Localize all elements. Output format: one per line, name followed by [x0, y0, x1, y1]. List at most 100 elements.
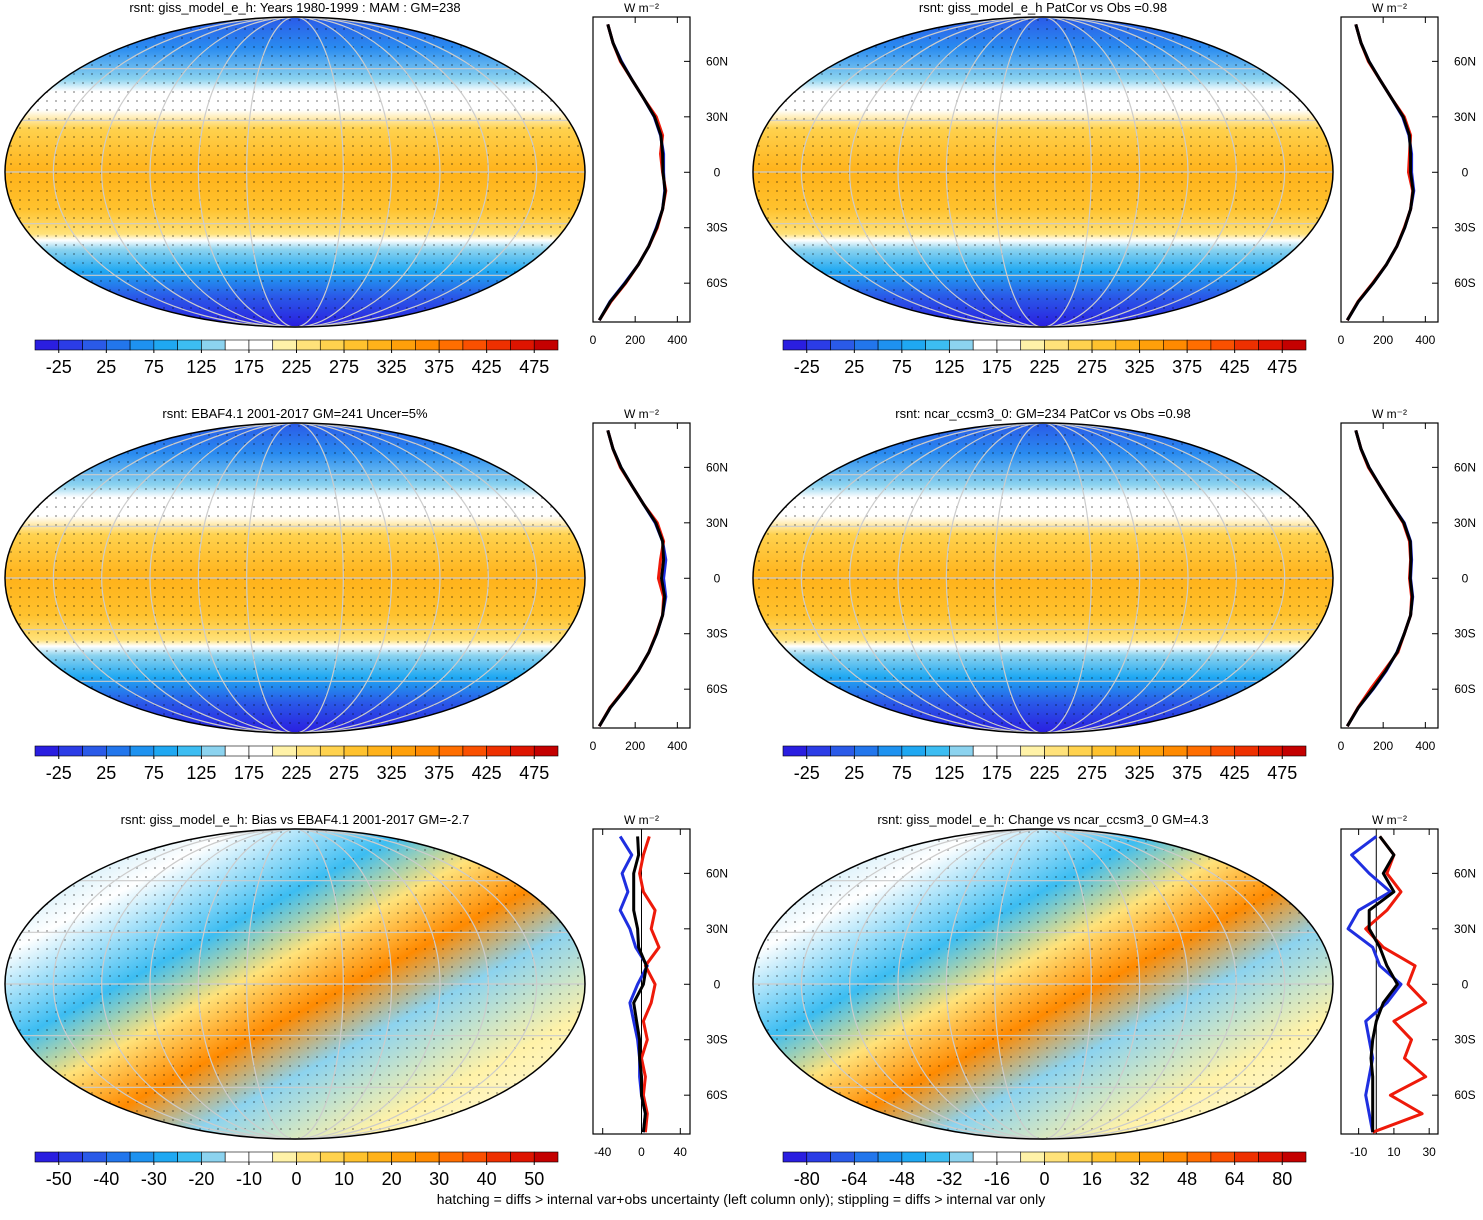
colorbar-box	[925, 745, 950, 757]
colorbar-label: 325	[1125, 357, 1155, 377]
profile-frame	[592, 422, 691, 729]
panel: rsnt: giss_model_e_h: Bias vs EBAF4.1 20…	[4, 812, 728, 1189]
colorbar-box	[1044, 745, 1069, 757]
colorbar-box	[343, 745, 369, 757]
colorbar-box	[830, 745, 855, 757]
profile-frame	[1340, 828, 1439, 1135]
y-tick-label: 60S	[1454, 276, 1475, 290]
y-tick-label: 60S	[1454, 1088, 1475, 1102]
y-tick-label: 30N	[706, 516, 728, 530]
colorbar-label: 225	[281, 763, 311, 783]
colorbar-box	[438, 1151, 464, 1163]
colorbar-label: 325	[1125, 763, 1155, 783]
colorbar-box	[1139, 745, 1164, 757]
x-tick-label: 10	[1387, 1145, 1401, 1159]
colorbar-box	[319, 745, 345, 757]
colorbar-box	[1067, 1151, 1093, 1163]
colorbar-label: -20	[188, 1169, 214, 1189]
colorbar-label: -10	[236, 1169, 262, 1189]
colorbar-box	[486, 339, 511, 351]
y-tick-label: 60S	[706, 682, 727, 696]
colorbar-box	[201, 745, 226, 757]
y-tick-label: 0	[1462, 977, 1469, 991]
x-tick-label: 400	[1415, 739, 1435, 753]
colorbar-label: 40	[477, 1169, 497, 1189]
colorbar-box	[486, 745, 511, 757]
colorbar-box	[901, 1151, 926, 1163]
x-tick-label: 0	[590, 333, 597, 347]
y-tick-label: 0	[714, 571, 721, 585]
colorbar-box	[462, 339, 487, 351]
colorbar-label: 225	[281, 357, 311, 377]
panel: rsnt: giss_model_e_h PatCor vs Obs =0.98…	[752, 0, 1476, 377]
map-border	[752, 16, 1334, 328]
profile-unit: W m⁻²	[1372, 1, 1407, 15]
colorbar-box	[1234, 339, 1259, 351]
profile-line	[1346, 23, 1416, 321]
colorbar-box	[1258, 745, 1283, 757]
colorbar-box	[201, 1151, 226, 1163]
y-tick-label: 30S	[1454, 1033, 1475, 1047]
colorbar-box	[830, 339, 855, 351]
colorbar-box	[319, 339, 345, 351]
colorbar-box	[224, 339, 250, 351]
colorbar-box	[830, 1151, 855, 1163]
colorbar-label: 75	[892, 357, 912, 377]
colorbar-box	[1020, 339, 1045, 351]
colorbar-label: 64	[1225, 1169, 1245, 1189]
colorbar-box	[806, 745, 831, 757]
colorbar-box	[1115, 745, 1140, 757]
profile-line	[598, 429, 668, 727]
colorbar-box	[1281, 745, 1307, 757]
colorbar-box	[1186, 339, 1212, 351]
colorbar-box	[248, 339, 274, 351]
colorbar-box	[949, 339, 974, 351]
colorbar-box	[1163, 745, 1188, 757]
colorbar-label: 48	[1177, 1169, 1197, 1189]
colorbar-box	[1234, 1151, 1259, 1163]
colorbar-label: 125	[186, 763, 216, 783]
colorbar-label: -16	[984, 1169, 1010, 1189]
colorbar-box	[1163, 339, 1188, 351]
y-tick-label: 30S	[1454, 627, 1475, 641]
colorbar-box	[510, 745, 535, 757]
colorbar-box	[58, 745, 83, 757]
colorbar-label: -25	[794, 763, 820, 783]
y-tick-label: 60N	[706, 460, 728, 474]
y-tick-label: 30N	[1454, 516, 1476, 530]
x-tick-label: 0	[590, 739, 597, 753]
colorbar-box	[533, 745, 559, 757]
x-tick-label: 200	[625, 739, 645, 753]
colorbar-box	[996, 1151, 1022, 1163]
colorbar-label: 30	[429, 1169, 449, 1189]
profile-frame	[1340, 16, 1439, 323]
colorbar-label: -64	[841, 1169, 867, 1189]
colorbar-label: -25	[46, 357, 72, 377]
colorbar-box	[438, 339, 464, 351]
colorbar-box	[58, 1151, 83, 1163]
x-tick-label: 400	[1415, 333, 1435, 347]
colorbar-label: 32	[1130, 1169, 1150, 1189]
colorbar-label: 475	[519, 763, 549, 783]
colorbar-label: 125	[934, 763, 964, 783]
colorbar-box	[343, 1151, 369, 1163]
colorbar-label: 25	[844, 357, 864, 377]
profile-line	[598, 23, 667, 321]
profile-line	[1346, 23, 1415, 321]
y-tick-label: 30N	[706, 922, 728, 936]
colorbar-box	[296, 745, 321, 757]
colorbar-box	[224, 745, 250, 757]
profile-frame	[1340, 422, 1439, 729]
colorbar-label: 475	[1267, 357, 1297, 377]
colorbar-box	[901, 745, 926, 757]
colorbar-box	[972, 745, 998, 757]
map-title: rsnt: giss_model_e_h: Bias vs EBAF4.1 20…	[121, 812, 470, 827]
y-tick-label: 60S	[706, 1088, 727, 1102]
colorbar-label: 225	[1029, 357, 1059, 377]
colorbar-box	[806, 1151, 831, 1163]
colorbar-box	[462, 745, 487, 757]
colorbar-box	[1044, 339, 1069, 351]
colorbar-label: 475	[519, 357, 549, 377]
colorbar-box	[1044, 1151, 1069, 1163]
colorbar-box	[782, 745, 808, 757]
